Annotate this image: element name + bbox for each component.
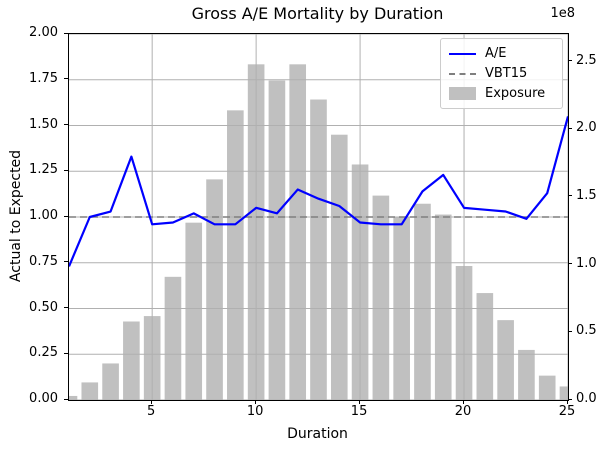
right-tick-label: 1.0 [576, 255, 597, 271]
exposure-bar [559, 386, 568, 400]
vbt15-dash-sample-icon [449, 72, 476, 75]
x-axis-label: Duration [287, 426, 348, 442]
exposure-bar [81, 382, 99, 400]
exposure-bar [476, 293, 494, 400]
exposure-bar [310, 99, 327, 400]
right-tick-label: 0.5 [576, 323, 597, 339]
chart-canvas [69, 34, 568, 400]
exposure-patch-sample-icon [449, 87, 476, 100]
exposure-bar [372, 195, 390, 400]
right-tick-mark [568, 263, 572, 265]
right-tick-label: 2.5 [576, 52, 597, 68]
right-tick-mark [568, 195, 572, 197]
x-tick-mark [358, 400, 360, 404]
left-tick-mark [64, 32, 68, 34]
left-tick-label: 1.25 [29, 162, 58, 178]
legend: A/E VBT15 Exposure [440, 38, 563, 109]
x-tick-mark [254, 400, 256, 404]
exposure-bar [227, 110, 244, 400]
left-tick-mark [64, 398, 68, 400]
x-tick-label: 10 [246, 404, 264, 419]
exposure-bar [330, 134, 348, 400]
legend-label-exposure: Exposure [485, 86, 546, 101]
x-tick-label: 5 [147, 404, 156, 419]
exposure-bar [123, 321, 140, 400]
chart-title: Gross A/E Mortality by Duration [191, 4, 444, 23]
right-tick-mark [568, 60, 572, 62]
exposure-bar [164, 276, 182, 400]
legend-item-ae: A/E [449, 46, 553, 61]
exposure-bar [538, 375, 556, 400]
x-tick-label: 25 [558, 404, 576, 419]
left-tick-label: 0.75 [29, 253, 58, 269]
right-tick-label: 2.0 [576, 120, 597, 136]
left-tick-mark [64, 261, 68, 263]
left-tick-label: 1.75 [29, 70, 58, 86]
legend-item-vbt15: VBT15 [449, 66, 553, 81]
exposure-bar [414, 203, 431, 400]
ae-line [69, 116, 568, 267]
left-tick-label: 1.50 [29, 116, 58, 132]
x-tick-label: 20 [454, 404, 472, 419]
left-tick-mark [64, 78, 68, 80]
ae-line-sample-icon [449, 52, 476, 55]
right-tick-mark [568, 330, 572, 332]
right-axis-offset-label: 1e8 [550, 6, 575, 21]
left-tick-mark [64, 307, 68, 308]
exposure-bar [497, 320, 514, 400]
right-tick-label: 1.5 [576, 187, 597, 203]
exposure-bar [518, 349, 535, 400]
right-tick-label: 0.0 [576, 391, 597, 406]
exposure-bar [434, 214, 452, 400]
exposure-bar [268, 80, 286, 400]
left-tick-label: 2.00 [29, 25, 58, 40]
left-tick-mark [64, 169, 68, 171]
x-tick-label: 15 [350, 404, 368, 419]
exposure-bar [69, 395, 78, 400]
exposure-bar [102, 363, 119, 400]
exposure-bar [289, 64, 307, 400]
x-tick-mark [462, 400, 464, 404]
right-tick-mark [568, 127, 572, 129]
right-tick-mark [568, 398, 572, 400]
left-tick-label: 0.50 [29, 299, 58, 315]
left-tick-label: 1.00 [29, 208, 58, 223]
left-tick-mark [64, 124, 68, 125]
left-tick-mark [64, 215, 68, 217]
x-tick-mark [150, 400, 152, 404]
legend-label-vbt15: VBT15 [485, 66, 528, 81]
exposure-bar [185, 222, 203, 400]
left-tick-mark [64, 352, 68, 354]
left-tick-label: 0.25 [29, 345, 58, 361]
legend-label-ae: A/E [485, 46, 507, 61]
left-tick-label: 0.00 [29, 391, 58, 406]
legend-item-exposure: Exposure [449, 86, 553, 101]
x-tick-mark [566, 400, 568, 404]
plot-area: A/E VBT15 Exposure [68, 33, 569, 401]
exposure-bar [206, 179, 223, 400]
